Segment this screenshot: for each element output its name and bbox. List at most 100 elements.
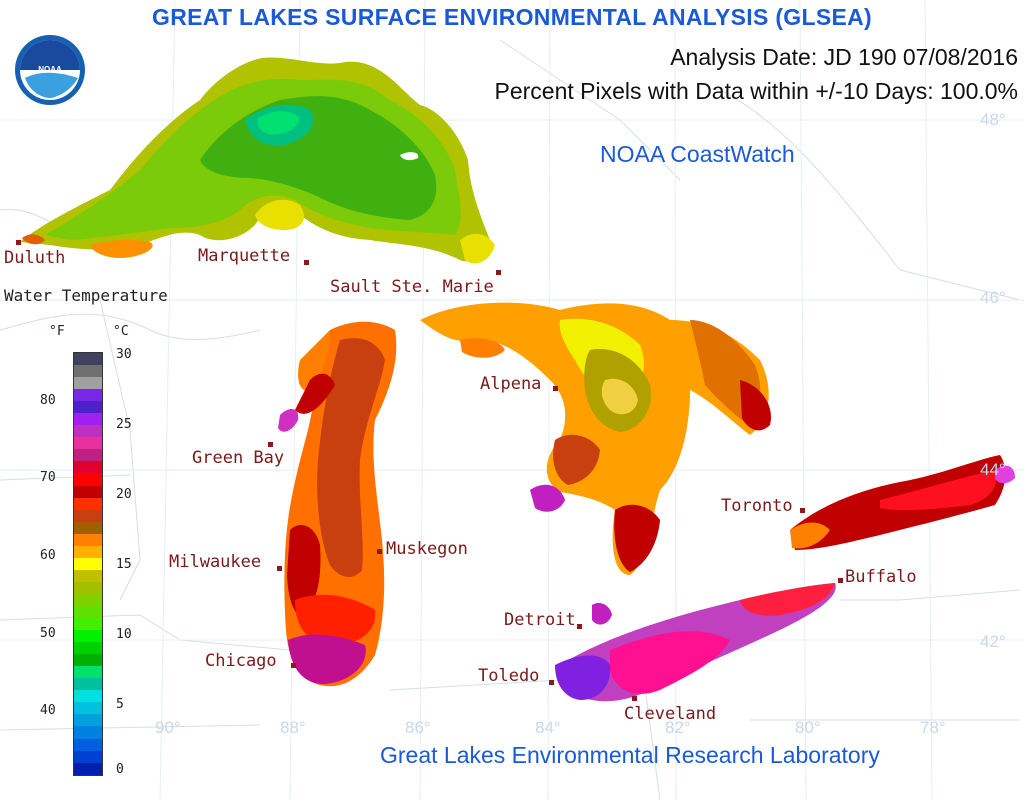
color-legend-bar — [73, 352, 103, 776]
legend-swatch — [74, 654, 102, 667]
lon-label: 90° — [155, 718, 181, 737]
legend-swatch — [74, 557, 102, 570]
lon-label: 88° — [280, 718, 306, 737]
legend-swatch — [74, 642, 102, 655]
legend-swatch — [74, 425, 102, 438]
lake-ontario — [790, 455, 1015, 550]
lake-huron — [420, 302, 771, 575]
city-marker — [553, 386, 558, 391]
legend-swatch — [74, 485, 102, 498]
legend-swatch — [74, 365, 102, 378]
lake-st-clair — [592, 603, 612, 625]
legend-swatch — [74, 690, 102, 703]
legend-swatch — [74, 521, 102, 534]
lat-label: 46° — [980, 288, 1006, 307]
city-label-muskegon: Muskegon — [386, 539, 468, 559]
city-label-sault-ste-marie: Sault Ste. Marie — [330, 277, 494, 297]
city-marker — [377, 549, 382, 554]
legend-swatch — [74, 389, 102, 402]
city-marker — [577, 624, 582, 629]
legend-swatch — [74, 605, 102, 619]
legend-swatch — [74, 353, 102, 366]
city-marker — [496, 270, 501, 275]
lat-label: 44° — [980, 460, 1006, 479]
legend-swatch — [74, 413, 102, 426]
legend-c-tick: 10 — [116, 627, 132, 642]
city-marker — [800, 508, 805, 513]
legend-swatch — [74, 593, 102, 606]
city-label-buffalo: Buffalo — [845, 567, 917, 587]
lat-label: 48° — [980, 110, 1006, 129]
city-marker — [632, 696, 637, 701]
legend-swatch — [74, 401, 102, 414]
legend-swatch — [74, 473, 102, 486]
legend-unit-c: °C — [113, 324, 129, 339]
legend-swatch — [74, 437, 102, 450]
legend-swatch — [74, 545, 102, 558]
city-marker — [277, 566, 282, 571]
lon-label: 78° — [920, 718, 946, 737]
legend-swatch — [74, 678, 102, 691]
lon-label: 80° — [795, 718, 821, 737]
city-label-marquette: Marquette — [198, 246, 291, 266]
legend-swatch — [74, 726, 102, 739]
political-boundaries — [0, 39, 1021, 800]
lon-label: 84° — [535, 718, 561, 737]
legend-swatch — [74, 762, 102, 775]
city-label-toledo: Toledo — [478, 666, 540, 686]
lon-label: 82° — [665, 718, 691, 737]
legend-c-tick: 25 — [116, 417, 132, 432]
lake-superior — [20, 57, 495, 264]
city-marker — [304, 260, 309, 265]
legend-f-tick: 50 — [40, 626, 56, 641]
legend-c-tick: 5 — [116, 697, 124, 712]
city-label-duluth: Duluth — [4, 248, 66, 268]
legend-f-tick: 40 — [40, 703, 56, 718]
city-label-milwaukee: Milwaukee — [169, 552, 262, 572]
legend-c-tick: 20 — [116, 487, 132, 502]
legend-swatch — [74, 630, 102, 643]
footer-label: Great Lakes Environmental Research Labor… — [380, 742, 880, 768]
legend-swatch — [74, 449, 102, 462]
legend-swatch — [74, 581, 102, 594]
lake-erie — [555, 583, 836, 702]
lon-label: 86° — [405, 718, 431, 737]
legend-c-tick: 30 — [116, 347, 132, 362]
legend-unit-f: °F — [49, 324, 65, 339]
coastwatch-label: NOAA CoastWatch — [600, 141, 795, 167]
city-marker — [16, 240, 21, 245]
legend-f-tick: 70 — [40, 470, 56, 485]
city-label-alpena: Alpena — [480, 374, 542, 394]
lake-michigan — [278, 321, 397, 687]
noaa-logo: NOAA — [15, 35, 85, 105]
noaa-logo-text: NOAA — [38, 65, 62, 74]
legend-swatch — [74, 666, 102, 679]
legend-swatch — [74, 533, 102, 546]
map-title: GREAT LAKES SURFACE ENVIRONMENTAL ANALYS… — [152, 4, 872, 30]
legend-title: Water Temperature — [4, 286, 168, 305]
legend-swatch — [74, 750, 102, 763]
legend-swatch — [74, 377, 102, 390]
city-marker — [291, 663, 296, 668]
city-label-green-bay: Green Bay — [192, 448, 285, 468]
city-label-chicago: Chicago — [205, 651, 277, 671]
legend-swatch — [74, 569, 102, 582]
legend-swatch — [74, 618, 102, 631]
city-marker — [268, 442, 273, 447]
lat-label: 42° — [980, 632, 1006, 651]
percent-pixels: Percent Pixels with Data within +/-10 Da… — [494, 78, 1019, 104]
city-marker — [838, 578, 843, 583]
city-label-detroit: Detroit — [504, 610, 576, 630]
legend-swatch — [74, 702, 102, 715]
legend-c-tick: 15 — [116, 557, 132, 572]
legend-c-tick: 0 — [116, 762, 124, 777]
legend-swatch — [74, 738, 102, 751]
city-marker — [549, 680, 554, 685]
legend-f-tick: 60 — [40, 548, 56, 563]
legend-f-tick: 80 — [40, 393, 56, 408]
legend-swatch — [74, 509, 102, 522]
analysis-date: Analysis Date: JD 190 07/08/2016 — [670, 44, 1018, 70]
city-label-toronto: Toronto — [721, 496, 793, 516]
legend-swatch — [74, 497, 102, 510]
